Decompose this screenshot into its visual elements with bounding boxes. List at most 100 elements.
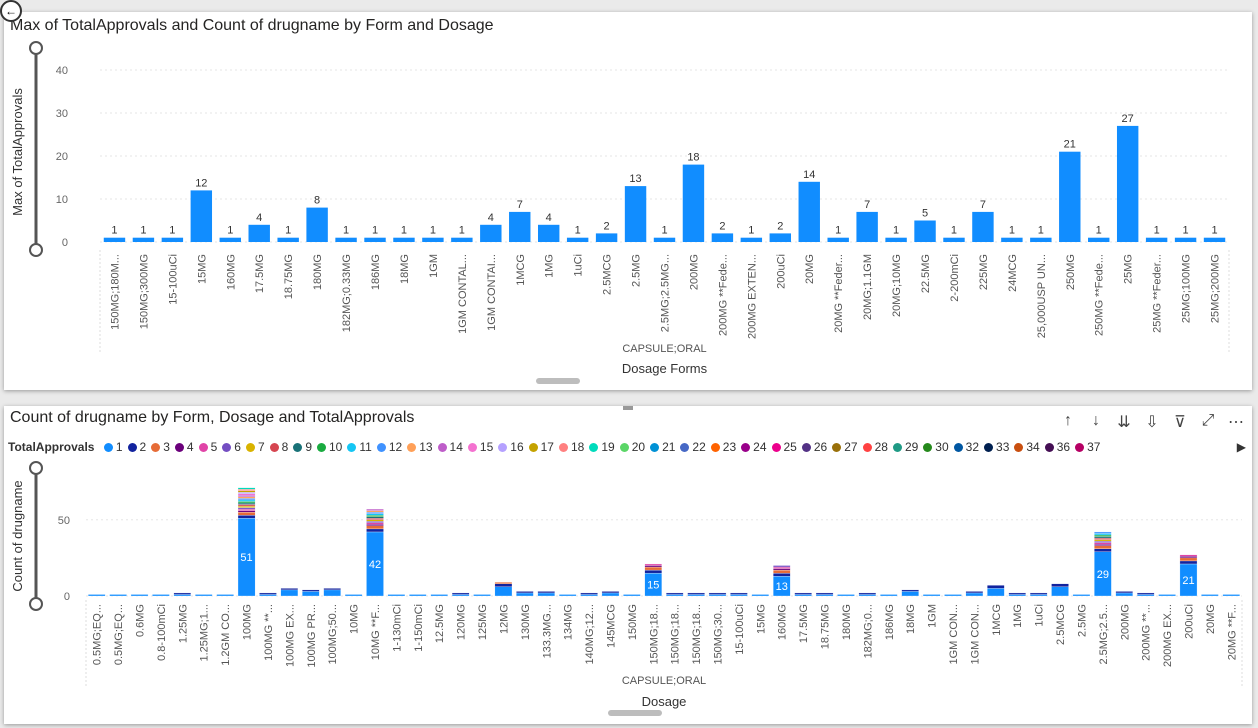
focus-mode-icon[interactable]: ⤢: [1201, 412, 1215, 429]
legend-item[interactable]: 3: [151, 440, 170, 454]
legend-item[interactable]: 9: [293, 440, 312, 454]
chart2-bar-segment: [237, 505, 256, 508]
chart2-bar-segment: [1094, 531, 1112, 534]
visual-count-drugname[interactable]: Count of drugname by Form, Dosage and To…: [4, 406, 1252, 724]
chart1-y-zoom-slider-handle-bottom: [29, 243, 43, 257]
legend-label: 1: [115, 440, 123, 454]
legend-item[interactable]: 24: [741, 440, 767, 454]
legend-item[interactable]: 15: [467, 440, 493, 454]
resize-handle[interactable]: [623, 406, 633, 410]
chart2-bar-segment: [323, 589, 341, 597]
chart1-bar: [682, 164, 705, 242]
legend-color-dot: [407, 443, 417, 452]
chart2-bar-segment: [1179, 556, 1198, 559]
expand-hierarchy-icon[interactable]: ⇩: [1145, 414, 1159, 431]
legend-item[interactable]: 29: [892, 440, 919, 454]
chart2-bar-segment: [665, 592, 684, 595]
double-arrow-down-icon[interactable]: ⇊: [1117, 414, 1131, 431]
legend-label: 29: [904, 440, 919, 454]
chart2-x-tick-label: 125MG: [477, 604, 489, 640]
chart2-bar-segment: [922, 594, 941, 597]
legend-item[interactable]: 4: [174, 440, 194, 454]
legend-item[interactable]: 6: [222, 440, 241, 454]
legend-item[interactable]: 1: [103, 440, 123, 454]
legend-item[interactable]: 2: [127, 440, 146, 454]
legend-item[interactable]: 30: [923, 440, 949, 454]
legend-item[interactable]: 36: [1044, 440, 1070, 454]
legend-label: 17: [540, 440, 554, 454]
legend-item[interactable]: 18: [558, 440, 584, 454]
legend-item[interactable]: 5: [198, 440, 217, 454]
chart2-horizontal-scrollbar[interactable]: [608, 710, 662, 716]
chart2-x-tick-label: 186MG: [884, 604, 896, 640]
chart2-bar-segment: [237, 502, 256, 505]
chart1-x-tick-label: 20MG;1.1GM: [862, 254, 874, 320]
legend-item[interactable]: 17: [528, 440, 554, 454]
chart2-bar-segment: [601, 592, 620, 597]
chart2-bar-segment: [1115, 591, 1133, 594]
chart2-x-tick-label: 182MG;0...: [862, 604, 874, 658]
chart2-bar-segment: [644, 569, 663, 574]
chart2-bar-segment: [794, 594, 812, 597]
chart2-bar-segment: [216, 594, 234, 597]
legend-color-dot: [953, 443, 963, 452]
legend-item[interactable]: 21: [650, 440, 675, 454]
chart2-bar-segment: [280, 588, 299, 591]
chart2-x-tick-label: 1GM CON...: [969, 604, 981, 665]
filter-icon[interactable]: ⊽: [1174, 414, 1186, 431]
chart1-x-tick-label: 20MG **Feder...: [833, 254, 845, 333]
chart2-bar-segment: [195, 594, 213, 597]
chart1-bar: [1145, 237, 1168, 242]
chart1-data-label: 1: [401, 225, 407, 237]
chart1-svg: 0 10 20 30 40 1 150MG;180M... 1 150MG;300MG 1 15-1…: [10, 41, 1230, 376]
legend-item[interactable]: 23: [710, 440, 736, 454]
legend-next-icon[interactable]: ▶: [1236, 440, 1246, 454]
legend-label: 34: [1026, 440, 1040, 454]
legend-item[interactable]: 13: [407, 440, 433, 454]
legend-item[interactable]: 25: [771, 440, 797, 454]
legend-item[interactable]: 37: [1075, 440, 1100, 454]
chart2-x-tick-label: 200MG **...: [1141, 604, 1153, 661]
legend-item[interactable]: 8: [269, 440, 288, 454]
chart2-x-tick-label: 140MG;12...: [584, 604, 596, 665]
chart2-bar-segment: [644, 565, 663, 568]
chart2-bar-segment: [730, 592, 748, 595]
legend-item[interactable]: 34: [1014, 440, 1040, 454]
legend-item[interactable]: 26: [801, 440, 827, 454]
legend-color-dot: [619, 443, 629, 452]
arrow-down-icon[interactable]: ↓: [1092, 412, 1100, 429]
chart1-bar: [885, 237, 907, 242]
legend-item[interactable]: 7: [245, 440, 265, 454]
visual-max-total-approvals[interactable]: Max of TotalApprovals and Count of drugn…: [4, 12, 1252, 390]
legend-item[interactable]: 32: [953, 440, 979, 454]
more-options-icon[interactable]: ⋯: [1228, 414, 1244, 431]
chart1-bar: [393, 237, 415, 242]
chart2-bar-segment: [1222, 594, 1241, 597]
legend-item[interactable]: 28: [862, 440, 888, 454]
legend-item[interactable]: 19: [589, 440, 615, 454]
legend-item[interactable]: 27: [832, 440, 858, 454]
chart2-bar-segment: [687, 594, 705, 597]
legend-item[interactable]: 20: [619, 440, 645, 454]
legend-color-dot: [127, 443, 137, 452]
legend-item[interactable]: 11: [347, 440, 372, 454]
legend-item[interactable]: 16: [498, 440, 524, 454]
legend-item[interactable]: 22: [680, 440, 706, 454]
chart1-bar: [1001, 237, 1023, 242]
chart2-bar-segment: [237, 493, 256, 496]
legend-item[interactable]: 10: [317, 440, 342, 454]
legend-item[interactable]: 33: [984, 440, 1009, 454]
chart1-horizontal-scrollbar[interactable]: [536, 378, 580, 384]
back-arrow-icon[interactable]: ←: [0, 0, 22, 22]
chart2-bar-segment: [623, 594, 641, 597]
chart1-x-tick-label: 15MG: [196, 254, 208, 284]
chart1-bar: [595, 233, 618, 242]
chart2-bar-segment: [237, 510, 256, 513]
legend-item[interactable]: 14: [437, 440, 463, 454]
chart2-bar-segment: [601, 591, 620, 594]
legend-item[interactable]: 12: [376, 440, 402, 454]
legend-color-dot: [151, 443, 161, 452]
arrow-up-icon[interactable]: ↑: [1064, 412, 1072, 429]
chart2-bar-segment: [537, 592, 555, 597]
chart1-data-label: 1: [1183, 225, 1189, 237]
